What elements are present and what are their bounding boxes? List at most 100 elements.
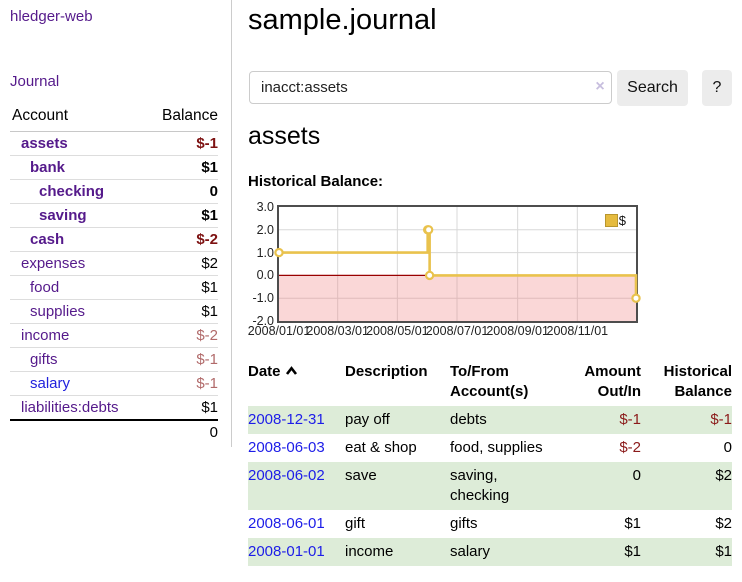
sort-ascending-icon [285,362,298,382]
account-balance: $1 [145,299,218,324]
account-balance: $-1 [145,347,218,372]
transaction-row: 2008-06-03 eat & shop food, supplies $-2 0 [248,434,732,462]
data-point-marker [424,270,435,281]
transaction-row: 2008-06-02 save saving, checking 0 $2 [248,462,732,510]
transaction-balance: $-1 [710,411,732,428]
search-input[interactable] [249,71,612,104]
column-header-amount: Amount Out/In [584,363,641,400]
transaction-amount: $-2 [619,439,641,456]
account-link[interactable]: gifts [30,351,58,368]
account-link[interactable]: supplies [30,303,86,320]
account-balance: $1 [145,395,218,421]
account-link[interactable]: bank [30,159,66,176]
x-axis-tick-label: 2008/09/01 [486,324,549,338]
account-row: supplies $1 [10,299,218,324]
account-balance: $1 [145,203,218,228]
help-button[interactable]: ? [702,70,732,106]
transaction-amount: $-1 [619,411,641,428]
account-link[interactable]: salary [30,375,71,392]
transaction-accounts: debts [450,411,487,428]
account-row: food $1 [10,275,218,300]
transaction-description: eat & shop [345,439,417,456]
account-link[interactable]: liabilities:debts [21,399,119,416]
accounts-total-value: 0 [145,419,218,444]
legend-swatch-icon [604,214,618,227]
accounts-table-body: assets $-1 bank $1 checking 0 saving $1 cash $-2 e… [10,131,218,421]
x-axis-tick-label: 2008/03/01 [306,324,369,338]
x-axis-tick-label: 2008/05/01 [366,324,429,338]
app-title-link[interactable]: hledger-web [10,8,93,25]
account-link[interactable]: food [30,279,60,296]
legend-label: $ [618,213,626,228]
column-header-balance: Historical Balance [663,363,732,400]
transaction-row: 2008-01-01 income salary $1 $1 [248,538,732,566]
x-axis-tick-label: 2008/11/01 [546,324,609,338]
search-button[interactable]: Search [617,70,688,106]
x-axis-tick-label: 2008/01/01 [247,324,311,338]
x-axis-tick-label: 2008/07/01 [425,324,489,338]
transaction-date-link[interactable]: 2008-01-01 [248,543,325,560]
transaction-balance: $2 [715,515,732,532]
account-balance: $1 [145,275,218,300]
y-axis-tick-label: -1.0 [252,291,274,306]
sidebar: hledger-web Journal Account Balance asse… [0,0,232,447]
chart-legend: $ [604,213,626,228]
account-row: liabilities:debts $1 [10,395,218,421]
transaction-date-link[interactable]: 2008-06-03 [248,439,325,456]
transaction-description: pay off [345,411,390,428]
transaction-amount: 0 [632,467,641,484]
account-balance: 0 [145,179,218,204]
account-row: saving $1 [10,203,218,228]
balance-chart: $ 3.0 2.0 1.0 0.0 -1.0 -2.0 2008/01/01 2008/03/… [248,198,678,343]
accounts-header-account: Account [10,105,146,132]
account-balance: $2 [145,251,218,276]
chart-plot: $ [274,205,641,323]
account-row: expenses $2 [10,251,218,276]
y-axis-tick-label: -2.0 [252,314,274,328]
transactions-table: Date Description To/From Account(s) Amou… [248,358,732,566]
transaction-date-link[interactable]: 2008-06-01 [248,515,325,532]
transaction-date-link[interactable]: 2008-06-02 [248,467,325,484]
column-header-accounts: To/From Account(s) [450,363,529,400]
data-point-marker [423,225,434,235]
account-balance: $-1 [145,371,218,396]
page-title: sample.journal [248,4,437,36]
account-balance: $-1 [145,131,218,156]
account-row: assets $-1 [10,131,218,156]
transaction-balance: 0 [723,439,732,456]
transaction-amount: $1 [624,515,641,532]
search-form: × Search ? [248,70,732,107]
y-axis-tick-label: 2.0 [256,222,274,237]
main-content: sample.journal × Search ? assets Histori… [248,0,732,582]
transaction-description: save [345,467,377,484]
account-row: checking 0 [10,179,218,204]
account-row: bank $1 [10,155,218,180]
sidebar-item-journal[interactable]: Journal [10,73,60,90]
account-row: salary $-1 [10,371,218,396]
clear-search-icon[interactable]: × [595,78,605,95]
transaction-description: gift [345,515,366,532]
transaction-balance: $1 [715,543,732,560]
accounts-table: Account Balance assets $-1 bank $1 checking 0… [10,105,218,444]
account-link[interactable]: expenses [21,255,86,272]
account-link[interactable]: cash [30,231,65,248]
transaction-balance: $2 [715,467,732,484]
transaction-row: 2008-06-01 gift gifts $1 $2 [248,510,732,538]
chart-heading: Historical Balance: [248,173,384,190]
account-link[interactable]: saving [39,207,87,224]
column-header-date[interactable]: Date [248,358,345,406]
account-heading: assets [248,122,321,150]
account-link[interactable]: income [21,327,70,344]
account-balance: $-2 [145,227,218,252]
transaction-date-link[interactable]: 2008-12-31 [248,411,325,428]
data-point-marker [274,247,284,258]
y-axis-tick-label: 1.0 [256,245,274,260]
transaction-row: 2008-12-31 pay off debts $-1 $-1 [248,406,732,434]
transaction-amount: $1 [624,543,641,560]
transaction-accounts: salary [450,543,491,560]
account-link[interactable]: assets [21,135,68,152]
column-header-description: Description [345,363,428,380]
transaction-description: income [345,543,394,560]
accounts-header-balance: Balance [145,105,218,132]
account-link[interactable]: checking [39,183,105,200]
